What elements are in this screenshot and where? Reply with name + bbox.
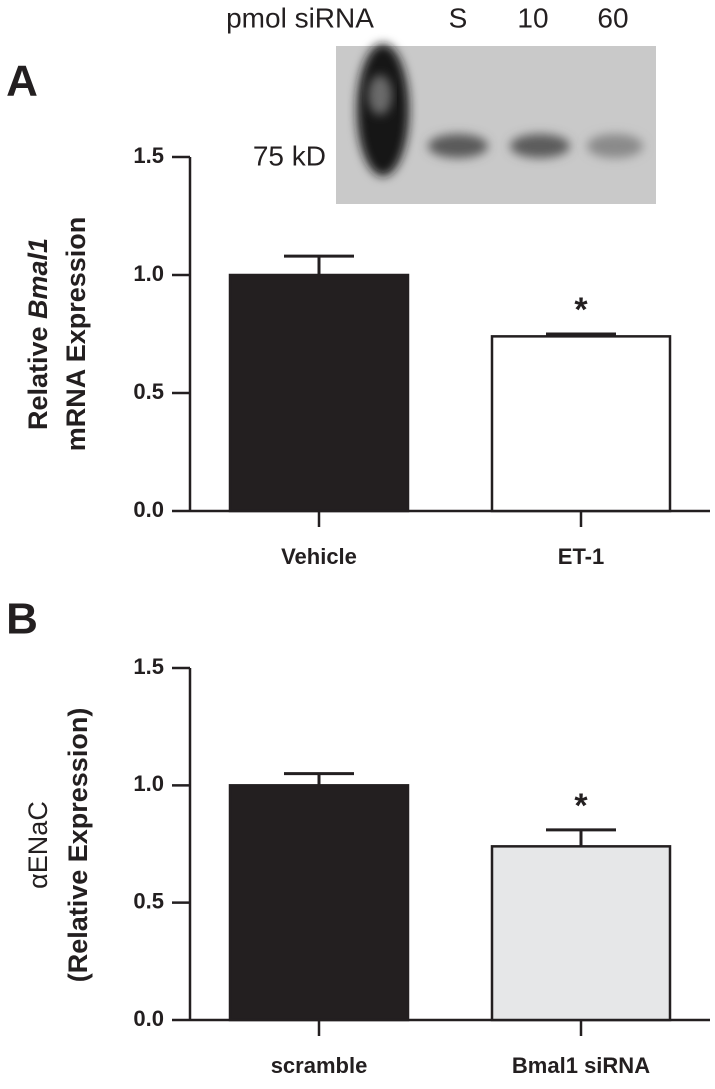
x-tick-label: Bmal1 siRNA [512,1053,650,1078]
bar [490,335,672,513]
y-axis-label: (Relative Expression) [63,708,93,983]
y-axis-label: αENaC [23,801,53,889]
x-tick-label: scramble [271,1053,368,1078]
lane-label: 60 [597,2,628,33]
bar [490,845,672,1022]
blot-band [510,134,570,158]
x-tick-label: ET-1 [558,544,604,569]
panel-label: A [6,57,38,106]
bar [228,784,410,1022]
lane-label: 10 [517,2,548,33]
significance-marker: * [574,291,588,329]
x-tick-label: Vehicle [281,544,357,569]
blot-title: pmol siRNA [226,2,374,33]
western-blot [336,44,656,204]
y-axis-label-part: Relative [23,319,53,430]
y-tick-label: 0.5 [133,888,164,913]
y-tick-label: 0.0 [133,497,164,522]
lane-label: S [449,2,468,33]
y-tick-label: 1.5 [133,143,164,168]
y-tick-label: 0.0 [133,1006,164,1031]
y-axis-label: mRNA Expression [61,217,91,452]
significance-marker: * [574,787,588,825]
blot-band [428,134,488,158]
y-tick-label: 0.5 [133,379,164,404]
y-tick-label: 1.0 [133,261,164,286]
y-tick-label: 1.5 [133,654,164,679]
ladder-band [368,75,392,115]
marker-label: 75 kD [253,140,326,171]
bar [228,273,410,513]
panel-label: B [6,595,38,644]
blot-band [587,134,643,158]
y-axis-label: Relative Bmal1 [23,238,53,430]
y-tick-label: 1.0 [133,771,164,796]
y-axis-label-part: Bmal1 [23,238,53,319]
